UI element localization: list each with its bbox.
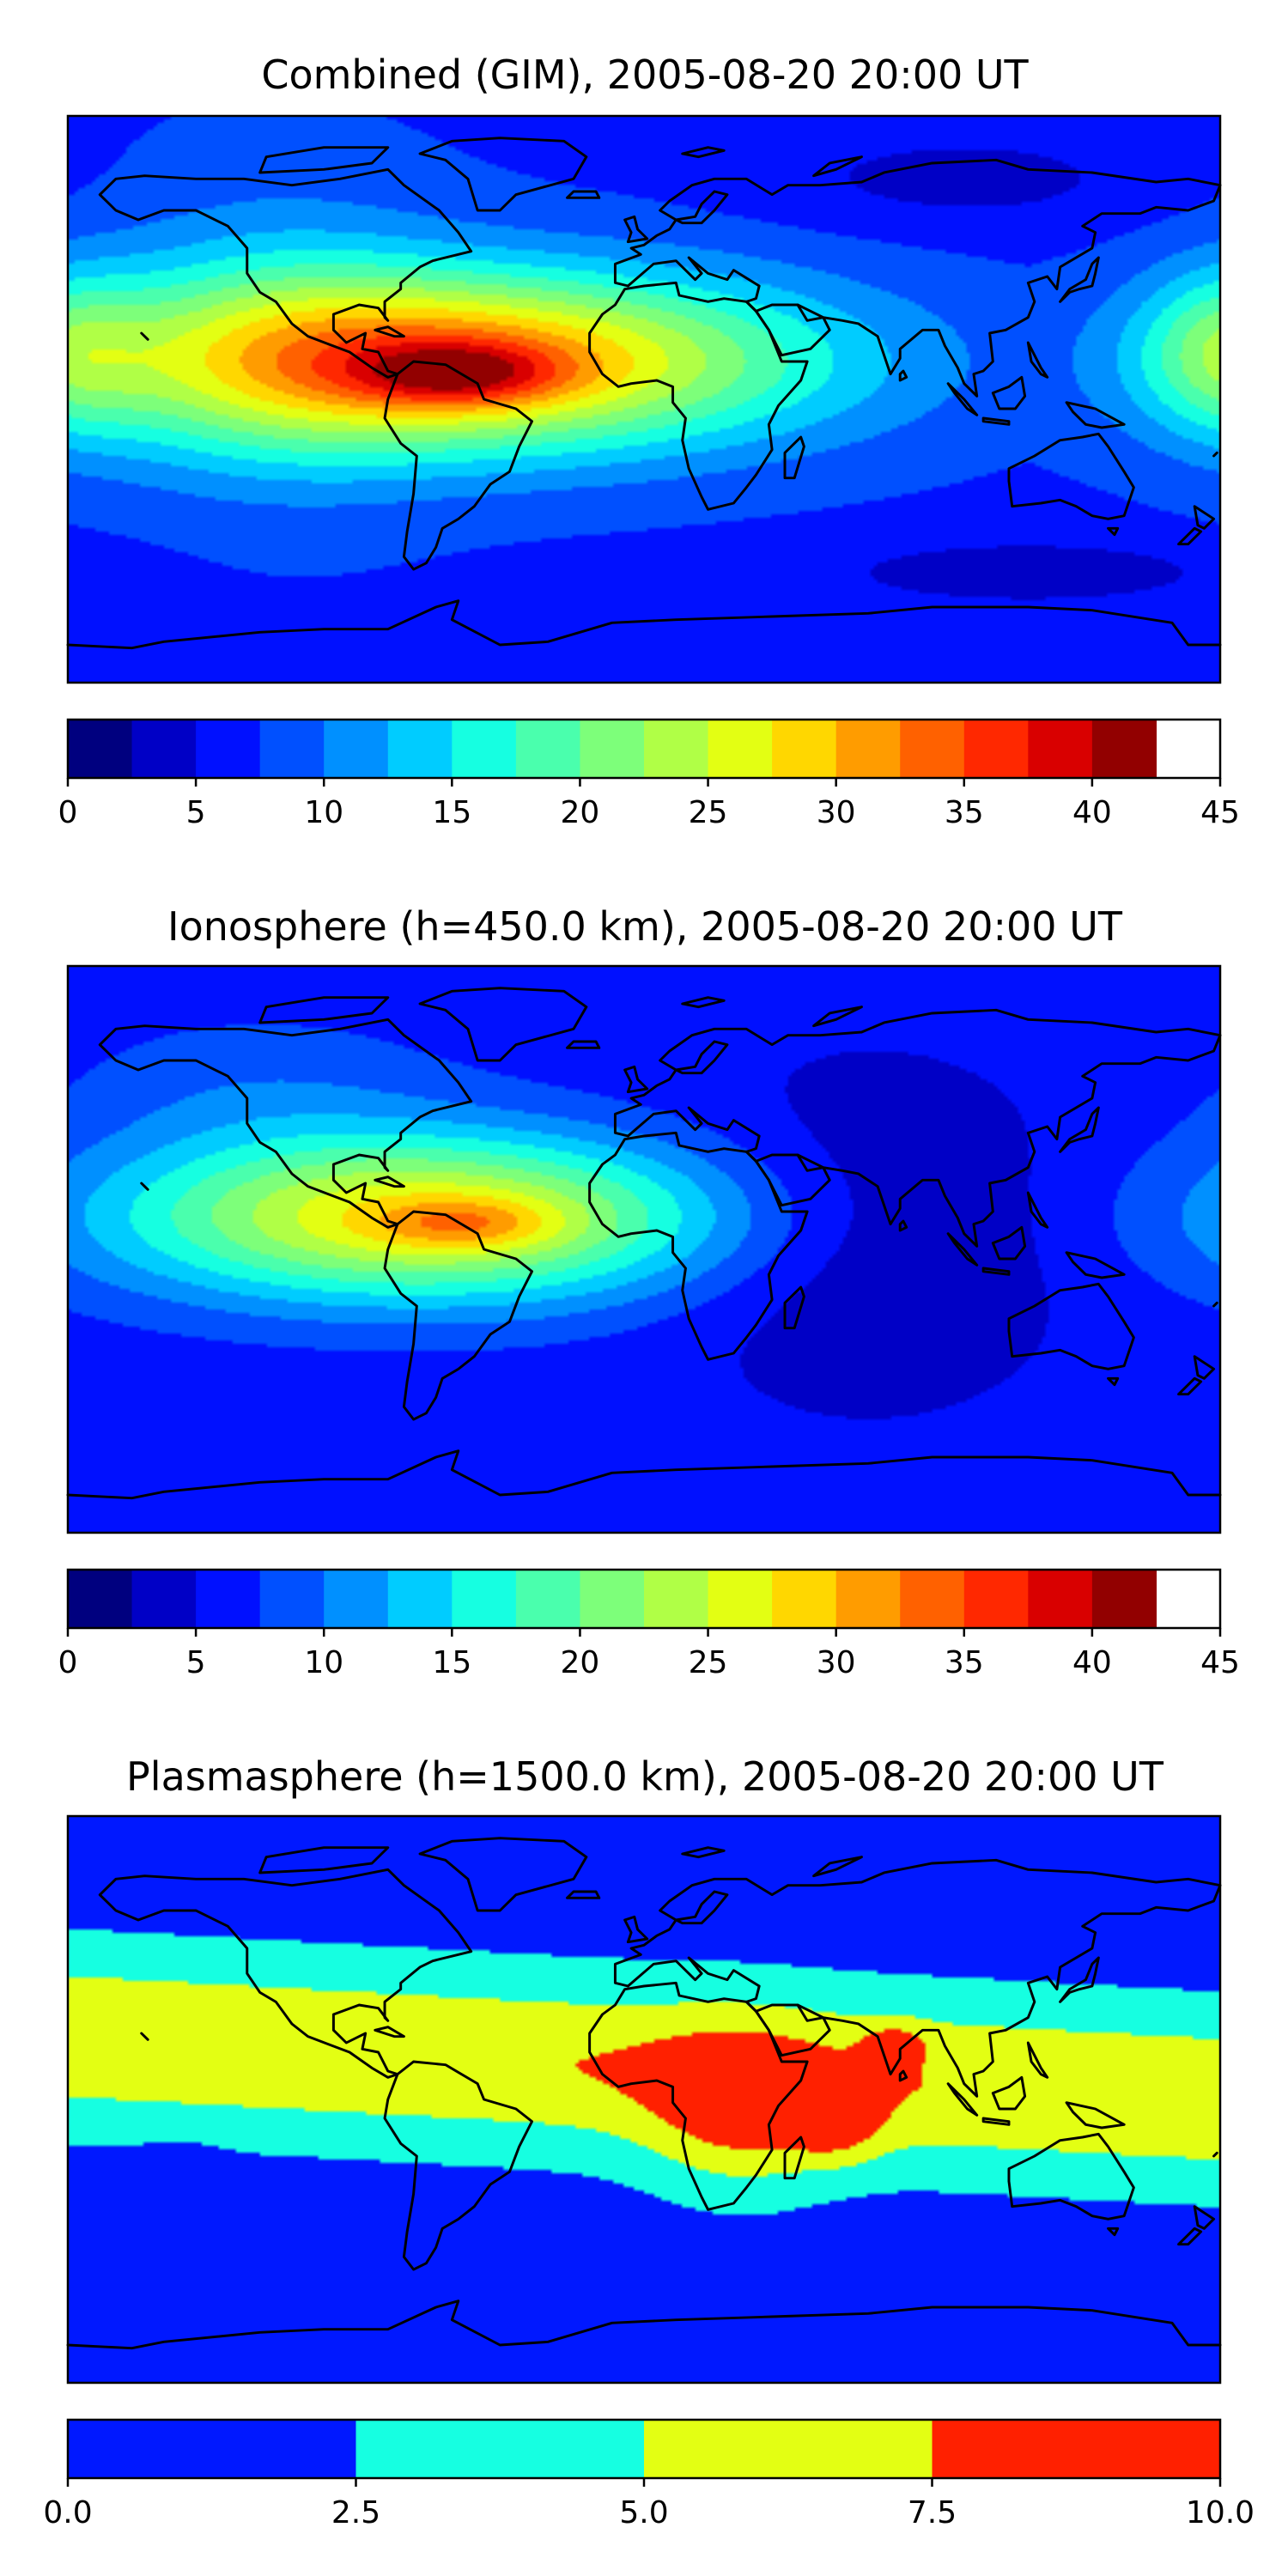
colorbar-segment	[324, 1570, 389, 1628]
colorbar-segment	[196, 720, 261, 778]
colorbar-tick-label: 7.5	[908, 2495, 957, 2530]
tec-contour-map	[68, 1816, 1220, 2383]
colorbar-tick-label: 20	[561, 1645, 600, 1680]
colorbar-segment	[708, 1570, 773, 1628]
colorbar-segment	[1091, 720, 1157, 778]
colorbar-tick-label: 45	[1200, 1645, 1240, 1680]
colorbar-tick-label: 45	[1200, 795, 1240, 830]
colorbar-segment	[900, 1570, 965, 1628]
colorbar-segment	[68, 1570, 133, 1628]
colorbar-segment	[68, 720, 133, 778]
colorbar-frame	[66, 1568, 1222, 1630]
panel-ionosphere: Ionosphere (h=450.0 km), 2005-08-20 20:0…	[58, 903, 1240, 1680]
colorbar-segment	[580, 1570, 645, 1628]
colorbar-segment	[452, 720, 517, 778]
colorbar: 0 5 10 15 20 25 30 35 40 45	[58, 718, 1240, 830]
colorbar-tick-label: 5.0	[619, 2495, 668, 2530]
colorbar-segment	[515, 1570, 581, 1628]
colorbar-tick-label: 35	[945, 795, 984, 830]
colorbar-segment	[131, 720, 197, 778]
colorbar-segment	[324, 720, 389, 778]
colorbar-tick-label: 25	[689, 795, 728, 830]
colorbar-segment	[580, 720, 645, 778]
tec-contour-map	[68, 966, 1220, 1533]
colorbar-frame	[66, 718, 1222, 780]
colorbar-segment	[515, 720, 581, 778]
colorbar-tick-label: 40	[1072, 795, 1112, 830]
colorbar-segment	[644, 720, 709, 778]
colorbar-tick-label: 30	[817, 795, 856, 830]
colorbar-tick-label: 35	[945, 1645, 984, 1680]
map-plot	[66, 114, 1222, 684]
colorbar-segment	[835, 720, 901, 778]
map-plot	[66, 1814, 1222, 2385]
colorbar-segment	[963, 1570, 1029, 1628]
colorbar-tick-label: 0	[58, 1645, 78, 1680]
colorbar-segment	[259, 1570, 325, 1628]
colorbar-segment	[772, 720, 837, 778]
colorbar-segment	[708, 720, 773, 778]
colorbar-segment	[259, 720, 325, 778]
colorbar-tick-label: 20	[561, 795, 600, 830]
map-frame	[66, 964, 1222, 1534]
colorbar-segment	[387, 720, 453, 778]
colorbar-segment	[1028, 720, 1093, 778]
colorbar-tick-label: 15	[432, 795, 471, 830]
colorbar-tick-label: 2.5	[331, 2495, 380, 2530]
chart-title: Combined (GIM), 2005-08-20 20:00 UT	[261, 52, 1029, 98]
colorbar-tick-label: 5	[186, 795, 206, 830]
colorbar: 0.0 2.5 5.0 7.5 10.0	[43, 2418, 1255, 2530]
colorbar-segment	[963, 720, 1029, 778]
colorbar-segment	[68, 2420, 357, 2478]
map-frame	[66, 1814, 1222, 2385]
colorbar-tick-label: 40	[1072, 1645, 1112, 1680]
colorbar-segment	[1028, 1570, 1093, 1628]
chart-title: Plasmasphere (h=1500.0 km), 2005-08-20 2…	[126, 1753, 1164, 1800]
tec-contour-map	[68, 116, 1220, 683]
colorbar-tick-label: 5	[186, 1645, 206, 1680]
colorbar-segment	[932, 2420, 1221, 2478]
colorbar-tick-label: 10	[304, 1645, 343, 1680]
colorbar-segment	[452, 1570, 517, 1628]
panel-plasmasphere: Plasmasphere (h=1500.0 km), 2005-08-20 2…	[43, 1753, 1255, 2530]
colorbar-segment	[1091, 1570, 1157, 1628]
colorbar-segment	[772, 1570, 837, 1628]
colorbar-segment	[196, 1570, 261, 1628]
colorbar-tick-label: 30	[817, 1645, 856, 1680]
colorbar-tick-label: 15	[432, 1645, 471, 1680]
colorbar-segment	[835, 1570, 901, 1628]
colorbar-segment	[387, 1570, 453, 1628]
chart-title: Ionosphere (h=450.0 km), 2005-08-20 20:0…	[167, 903, 1123, 950]
colorbar-segment	[900, 720, 965, 778]
panel-combined: Combined (GIM), 2005-08-20 20:00 UT 0 5 10…	[58, 52, 1240, 830]
colorbar-segment	[644, 2420, 933, 2478]
colorbar-tick-label: 0	[58, 795, 78, 830]
colorbar-tick-label: 25	[689, 1645, 728, 1680]
map-plot	[66, 964, 1222, 1534]
colorbar-segment	[644, 1570, 709, 1628]
colorbar-segment	[355, 2420, 645, 2478]
colorbar-tick-label: 10.0	[1186, 2495, 1255, 2530]
colorbar-segment	[131, 1570, 197, 1628]
colorbar-tick-label: 0.0	[43, 2495, 92, 2530]
map-frame	[66, 114, 1222, 684]
colorbar-tick-label: 10	[304, 795, 343, 830]
colorbar: 0 5 10 15 20 25 30 35 40 45	[58, 1568, 1240, 1680]
